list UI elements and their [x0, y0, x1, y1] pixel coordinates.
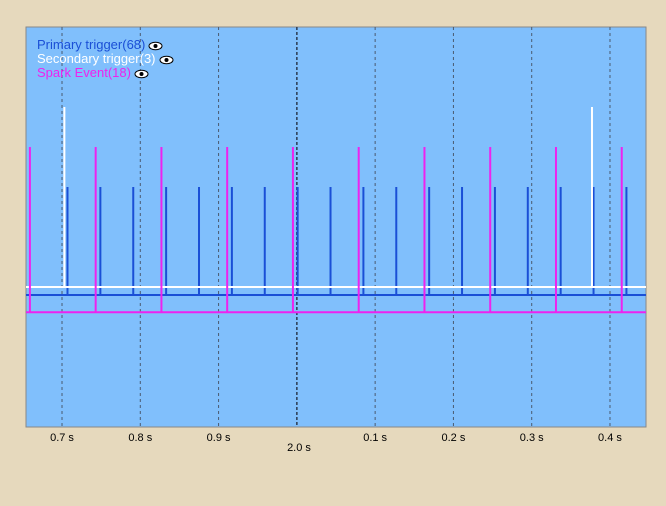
x-tick-label: 0.2 s [441, 432, 465, 444]
x-tick-label: 0.1 s [363, 432, 387, 444]
x-axis-ticks: 0.7 s 0.8 s 0.9 s 0.1 s 0.2 s 0.3 s 0.4 s [50, 432, 622, 444]
series-group [26, 107, 646, 314]
series-0 [26, 187, 646, 296]
series-1 [26, 107, 646, 288]
plot-area [25, 26, 647, 428]
legend-item-spark[interactable]: Spark Event(18) [37, 66, 174, 80]
legend-label: Primary trigger(68) [37, 37, 146, 52]
x-tick-label: 0.4 s [598, 432, 622, 444]
legend-item-secondary[interactable]: Secondary trigger(3) [37, 52, 174, 66]
legend: Primary trigger(68) Secondary trigger(3)… [37, 38, 174, 80]
x-tick-label: 0.3 s [520, 432, 544, 444]
legend-label: Spark Event(18) [37, 65, 131, 80]
x-axis-label: 2.0 s [287, 442, 311, 454]
eye-icon[interactable] [159, 54, 174, 65]
series-2 [26, 147, 646, 314]
eye-icon[interactable] [134, 68, 149, 79]
legend-item-primary[interactable]: Primary trigger(68) [37, 38, 174, 52]
x-tick-label: 0.9 s [207, 432, 231, 444]
x-tick-label: 0.8 s [128, 432, 152, 444]
x-tick-label: 0.7 s [50, 432, 74, 444]
eye-icon[interactable] [148, 40, 163, 51]
legend-label: Secondary trigger(3) [37, 51, 156, 66]
